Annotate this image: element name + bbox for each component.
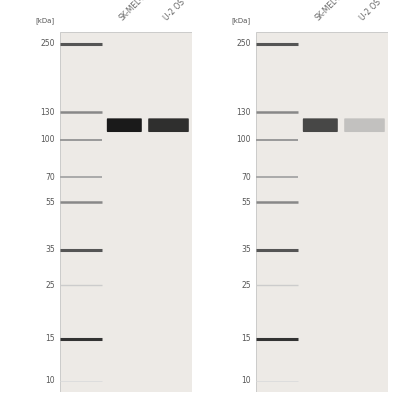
Text: SK-MEL-30: SK-MEL-30 — [314, 0, 348, 22]
Text: [kDa]: [kDa] — [232, 17, 251, 24]
FancyBboxPatch shape — [107, 118, 142, 132]
Text: 15: 15 — [45, 334, 55, 343]
Text: U-2 OS: U-2 OS — [358, 0, 383, 22]
Text: 25: 25 — [45, 280, 55, 290]
Text: 35: 35 — [45, 245, 55, 254]
FancyBboxPatch shape — [344, 118, 385, 132]
Text: 70: 70 — [45, 173, 55, 182]
Text: 100: 100 — [40, 135, 55, 144]
Text: [kDa]: [kDa] — [36, 17, 55, 24]
Text: 100: 100 — [236, 135, 251, 144]
Text: 15: 15 — [241, 334, 251, 343]
Text: 10: 10 — [45, 376, 55, 386]
FancyBboxPatch shape — [303, 118, 338, 132]
Text: 10: 10 — [241, 376, 251, 386]
Text: 250: 250 — [40, 39, 55, 48]
Text: 55: 55 — [45, 198, 55, 207]
Text: 35: 35 — [241, 245, 251, 254]
Bar — [60, 32, 192, 392]
Text: 130: 130 — [236, 108, 251, 117]
Text: 70: 70 — [241, 173, 251, 182]
Text: 55: 55 — [241, 198, 251, 207]
Text: 130: 130 — [40, 108, 55, 117]
Text: SK-MEL-30: SK-MEL-30 — [118, 0, 152, 22]
Text: U-2 OS: U-2 OS — [162, 0, 187, 22]
Bar — [256, 32, 388, 392]
Text: 250: 250 — [236, 39, 251, 48]
FancyBboxPatch shape — [148, 118, 189, 132]
Text: 25: 25 — [241, 280, 251, 290]
